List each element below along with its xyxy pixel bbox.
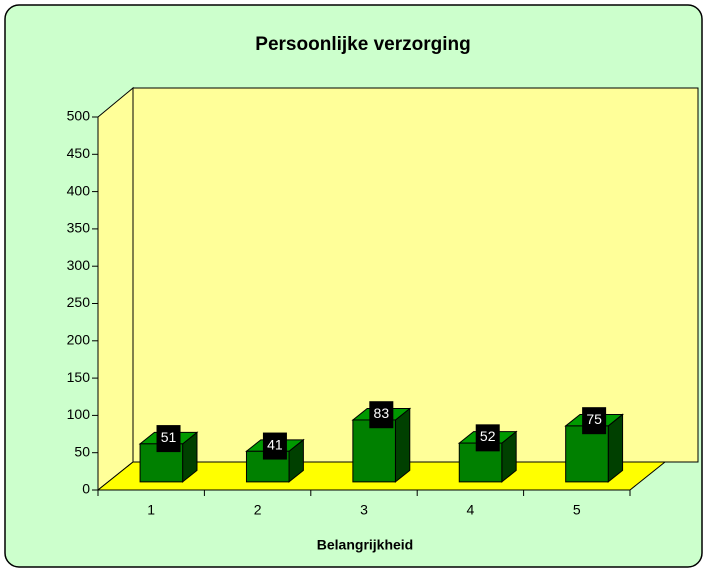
chart-title: Persoonlijke verzorging (255, 34, 470, 55)
x-tick-label: 1 (147, 502, 155, 518)
y-tick-label: 450 (67, 145, 91, 161)
back-wall (132, 87, 699, 463)
data-label: 75 (586, 411, 602, 427)
y-tick-label: 500 (67, 108, 91, 124)
data-label-box (582, 407, 607, 435)
data-label: 41 (267, 436, 283, 452)
x-tick-label: 3 (360, 502, 368, 518)
y-tick-label: 300 (67, 257, 91, 273)
x-axis-title: Belangrijkheid (317, 537, 413, 553)
y-tick-label: 100 (67, 406, 91, 422)
x-tick-label: 2 (254, 502, 262, 518)
bar (565, 425, 609, 483)
y-tick-label: 400 (67, 182, 91, 198)
data-label-box (369, 401, 394, 429)
y-tick-label: 250 (67, 294, 91, 310)
bar (352, 419, 396, 483)
side-wall (97, 86, 134, 492)
y-tick-label: 350 (67, 220, 91, 236)
bar-side (394, 407, 411, 483)
data-label-box (262, 432, 287, 460)
data-label: 51 (161, 429, 177, 445)
data-label: 52 (480, 428, 496, 444)
y-tick-label: 0 (82, 481, 90, 497)
y-tick-label: 200 (67, 332, 91, 348)
x-tick-label: 4 (467, 502, 475, 518)
data-label: 83 (374, 405, 390, 421)
y-tick-label: 150 (67, 369, 91, 385)
x-tick-label: 5 (573, 502, 581, 518)
data-label-box (475, 424, 500, 452)
y-tick-label: 50 (74, 443, 90, 459)
data-label-box (156, 425, 181, 453)
